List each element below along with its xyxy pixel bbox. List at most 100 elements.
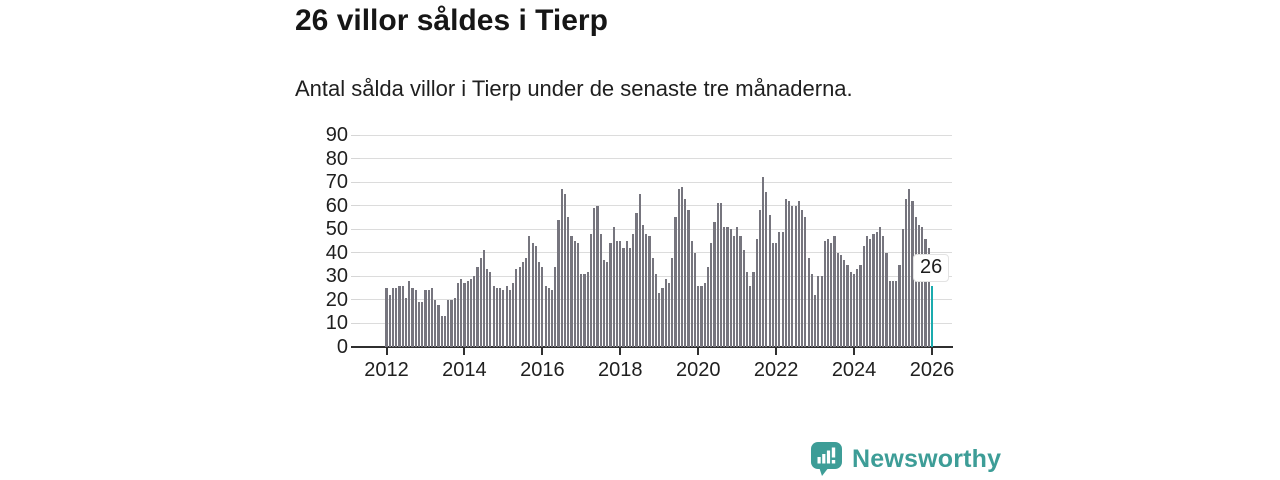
plot-area: 0 10 20 30 40 50 60 70 80 90 2012 2014 2016 2018 2020 2… [326,125,955,381]
bar [476,266,479,347]
gridline [360,228,952,230]
bar [453,297,456,347]
bar [726,226,729,347]
bar [762,177,765,347]
bar [732,236,736,347]
bar [814,295,817,347]
y-axis-label: 30 [325,265,348,288]
bar [891,281,895,347]
bar [466,281,469,347]
bar [421,302,424,347]
bar [895,281,898,347]
bar [450,299,453,347]
x-tick [463,348,466,355]
x-tick [385,348,388,355]
y-tick [351,158,360,160]
bar [810,273,813,347]
bar [411,288,414,347]
gridline [360,134,952,136]
x-axis-label: 2014 [442,359,487,381]
bar [801,210,804,347]
y-tick [351,228,360,230]
gridline [360,252,952,254]
bar [911,200,914,347]
bar [878,226,882,347]
bar [447,299,450,347]
bar [414,290,417,347]
bar [492,285,495,347]
y-tick [351,252,360,254]
bar [599,233,602,347]
bar [700,285,703,347]
bar [745,271,748,347]
bar [463,283,466,347]
bar [654,273,658,347]
bar [567,217,570,347]
bar [713,222,716,347]
gridline [360,205,952,207]
bar [515,269,518,347]
bar [797,200,800,347]
bar [904,198,908,347]
bar [807,257,810,347]
chart-subtitle: Antal sålda villor i Tierp under de sena… [295,76,853,101]
bar [531,243,534,347]
bar [729,229,732,347]
bar [755,238,758,347]
y-axis-label: 20 [325,288,348,311]
y-tick [351,299,360,301]
bar [736,226,739,347]
bar [544,285,547,347]
bar [804,217,807,347]
bar [924,238,927,347]
bar [521,262,524,347]
bar [538,262,541,347]
page-title: 26 villor såldes i Tierp [295,4,608,37]
y-axis-label: 50 [325,218,348,241]
bar [486,269,489,347]
bar [489,271,492,347]
bar [865,236,869,347]
bar [667,283,671,347]
bar [648,236,651,347]
bar [388,295,391,347]
bar [499,288,502,347]
bar [768,215,771,347]
bar [495,288,498,347]
gridline [360,158,952,160]
y-axis-label: 40 [325,241,348,264]
y-axis-label: 90 [325,124,348,146]
y-tick [351,181,360,183]
bar [661,288,664,347]
bar [391,288,395,347]
bar [583,273,586,347]
bar [849,271,852,347]
bar [927,248,930,347]
bar [460,278,463,347]
bar [856,269,859,347]
bar [635,212,638,347]
bar [823,241,826,347]
bar [781,231,784,347]
bar [625,241,628,347]
bar [739,236,742,347]
bar [817,276,820,347]
bar [525,257,528,347]
bar [914,217,917,347]
bar [852,273,856,347]
bar [645,233,648,347]
bar [424,290,427,347]
x-axis-label: 2016 [520,359,565,381]
bar [398,285,401,347]
bar [820,276,823,347]
bar [771,243,774,347]
bar [846,264,849,347]
bar [778,231,781,347]
bar [703,283,706,347]
newsworthy-logo: Newsworthy [810,441,1001,477]
bar [563,193,567,347]
bar [830,243,833,347]
bar [437,304,440,347]
bar [742,250,745,347]
bar [723,226,726,347]
